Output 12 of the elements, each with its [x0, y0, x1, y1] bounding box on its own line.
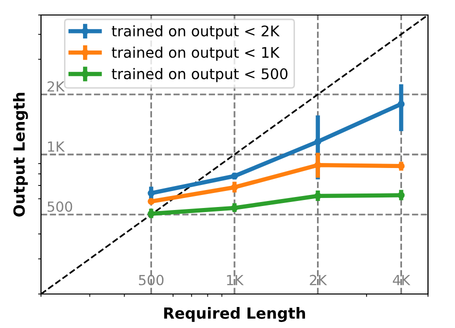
- y-axis-title: Output Length: [13, 92, 28, 217]
- y-tick-label: 500: [48, 201, 72, 212]
- y-tick-label: 2K: [48, 81, 65, 92]
- x-tick-label: 2K: [310, 274, 328, 286]
- legend-label: trained on output < 500: [112, 68, 288, 82]
- x-tick-label: 500: [138, 274, 164, 286]
- x-tick-label: 1K: [227, 274, 244, 286]
- y-tick-label: 1K: [48, 141, 65, 152]
- legend-label: trained on output < 2K: [112, 25, 280, 40]
- legend-label: trained on output < 1K: [112, 46, 280, 61]
- x-tick-label: 4K: [392, 274, 410, 286]
- x-axis-title: Required Length: [164, 307, 306, 322]
